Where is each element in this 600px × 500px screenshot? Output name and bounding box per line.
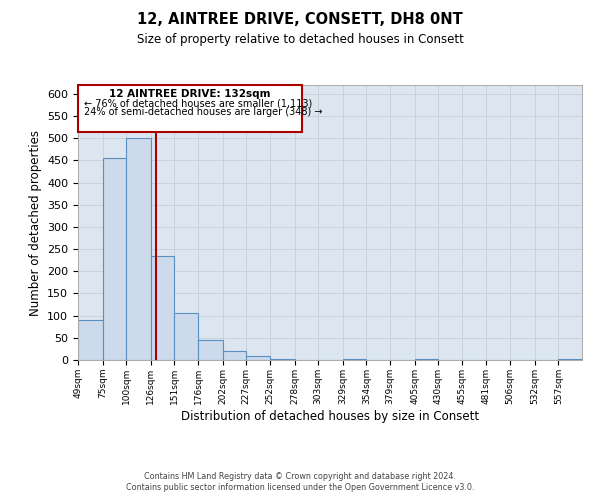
Y-axis label: Number of detached properties: Number of detached properties (29, 130, 41, 316)
Bar (270, 358, 295, 360)
Bar (151, 256, 175, 360)
Bar (415, 358, 438, 360)
Text: Size of property relative to detached houses in Consett: Size of property relative to detached ho… (137, 32, 463, 46)
X-axis label: Distribution of detached houses by size in Consett: Distribution of detached houses by size … (181, 410, 479, 422)
Text: Contains HM Land Registry data © Crown copyright and database right 2024.: Contains HM Land Registry data © Crown c… (144, 472, 456, 481)
Bar (103, 158, 126, 360)
Bar (343, 358, 367, 360)
Text: Contains public sector information licensed under the Open Government Licence v3: Contains public sector information licen… (126, 484, 474, 492)
Text: ← 76% of detached houses are smaller (1,113): ← 76% of detached houses are smaller (1,… (83, 98, 312, 108)
Bar (198, 340, 223, 360)
Text: 12 AINTREE DRIVE: 132sqm: 12 AINTREE DRIVE: 132sqm (109, 88, 271, 99)
Text: 24% of semi-detached houses are larger (348) →: 24% of semi-detached houses are larger (… (83, 107, 322, 117)
Bar (223, 351, 247, 360)
Bar (175, 314, 198, 360)
FancyBboxPatch shape (78, 85, 302, 132)
Bar (78, 320, 103, 360)
Text: 12, AINTREE DRIVE, CONSETT, DH8 0NT: 12, AINTREE DRIVE, CONSETT, DH8 0NT (137, 12, 463, 28)
Bar (247, 356, 270, 360)
Bar (559, 358, 582, 360)
Bar (126, 138, 151, 360)
